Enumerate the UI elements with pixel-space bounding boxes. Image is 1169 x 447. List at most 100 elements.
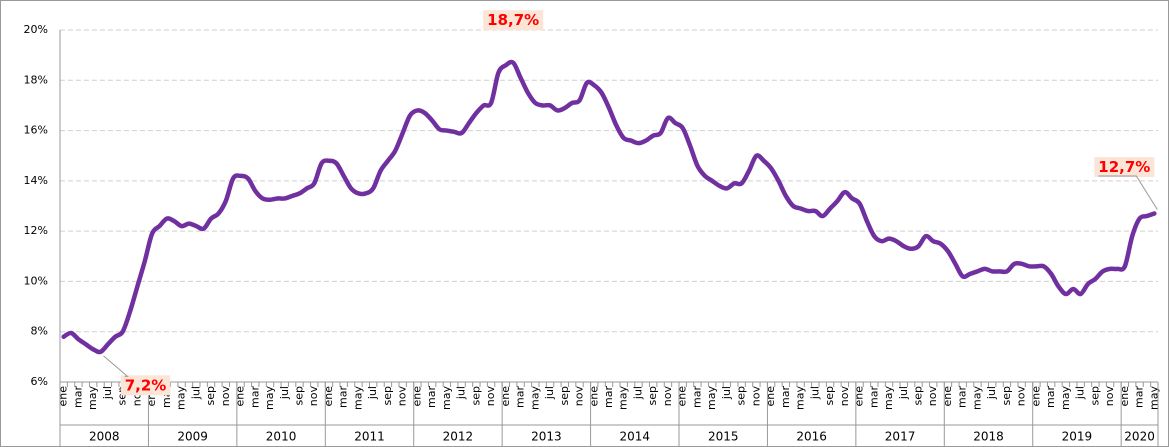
x-tick-label: mar: [71, 386, 84, 408]
x-tick-label: jul: [278, 386, 291, 400]
x-tick-label: jul: [720, 386, 733, 400]
x-tick-label: nov: [307, 386, 320, 407]
x-tick-label: nov: [484, 386, 497, 407]
annotation-box: [483, 10, 544, 31]
y-tick-label: 12%: [24, 224, 48, 237]
x-tick-label: may: [705, 386, 718, 410]
x-tick-label: ene: [941, 386, 954, 407]
x-tick-label: ene: [499, 386, 512, 407]
x-tick-label: jul: [543, 386, 556, 400]
x-tick-label: nov: [219, 386, 232, 407]
x-tick-label: mar: [514, 386, 527, 408]
line: [61, 59, 1157, 355]
y-tick-label: 6%: [31, 375, 48, 388]
x-tick-label: sep: [292, 386, 305, 405]
x-tick-label: jul: [455, 386, 468, 400]
x-tick-label: sep: [469, 386, 482, 405]
value-label: 7,2%: [125, 376, 167, 394]
year-label: 2018: [973, 430, 1004, 444]
x-tick-label: mar: [867, 386, 880, 408]
annotation-box: [120, 375, 171, 396]
year-label: 2017: [885, 430, 916, 444]
x-tick-label: mar: [1133, 386, 1146, 408]
x-tick-label: ene: [676, 386, 689, 407]
x-tick-label: jul: [101, 386, 114, 400]
x-tick-label: sep: [1088, 386, 1101, 405]
year-label: 2011: [354, 430, 385, 444]
y-tick-label: 8%: [31, 325, 48, 338]
x-tick-label: may: [263, 386, 276, 410]
year-label: 2008: [89, 430, 120, 444]
year-label: 2019: [1062, 430, 1093, 444]
x-tick-label: nov: [1103, 386, 1116, 407]
year-label: 2015: [708, 430, 739, 444]
x-tick-label: may: [970, 386, 983, 410]
x-tick-label: nov: [1015, 386, 1028, 407]
x-tick-label: may: [528, 386, 541, 410]
year-label: 2009: [177, 430, 208, 444]
x-tick-label: mar: [248, 386, 261, 408]
x-tick-label: may: [617, 386, 630, 410]
x-tick-label: ene: [410, 386, 423, 407]
year-label: 2016: [796, 430, 827, 444]
x-tick-label: may: [175, 386, 188, 410]
x-tick-label: may: [440, 386, 453, 410]
x-tick-label: sep: [558, 386, 571, 405]
annotation: 18,7%: [483, 10, 544, 31]
x-tick-label: jul: [808, 386, 821, 400]
x-tick-label: may: [882, 386, 895, 410]
x-tick-label: mar: [956, 386, 969, 408]
y-tick-label: 20%: [24, 23, 48, 36]
leader-line: [103, 355, 129, 377]
y-tick-label: 10%: [24, 274, 48, 287]
x-tick-label: sep: [381, 386, 394, 405]
x-tick-label: jul: [366, 386, 379, 400]
x-tick-label: mar: [337, 386, 350, 408]
y-tick-label: 18%: [24, 73, 48, 86]
year-label: 2013: [531, 430, 562, 444]
year-label: 2012: [443, 430, 474, 444]
y-tick-label: 16%: [24, 124, 48, 137]
x-tick-label: nov: [838, 386, 851, 407]
x-tick-label: jul: [1074, 386, 1087, 400]
annotation: 7,2%: [103, 355, 171, 396]
x-tick-label: sep: [735, 386, 748, 405]
x-tick-label: sep: [1000, 386, 1013, 405]
x-tick-label: ene: [1118, 386, 1131, 407]
x-tick-label: may: [794, 386, 807, 410]
x-tick-label: nov: [661, 386, 674, 407]
year-label: 2020: [1124, 430, 1155, 444]
year-label: 2014: [620, 430, 651, 444]
x-tick-label: ene: [1029, 386, 1042, 407]
x-tick-label: mar: [1044, 386, 1057, 408]
x-tick-label: mar: [690, 386, 703, 408]
x-tick-label: sep: [823, 386, 836, 405]
x-tick-label: nov: [749, 386, 762, 407]
x-tick-label: nov: [926, 386, 939, 407]
value-label: 12,7%: [1098, 158, 1150, 176]
leader-line: [1098, 175, 1158, 210]
x-tick-label: mar: [779, 386, 792, 408]
x-tick-label: sep: [912, 386, 925, 405]
x-tick-label: nov: [396, 386, 409, 407]
y-tick-label: 14%: [24, 174, 48, 187]
x-tick-label: jul: [189, 386, 202, 400]
x-tick-label: ene: [57, 386, 70, 407]
x-tick-label: nov: [573, 386, 586, 407]
x-tick-label: may: [351, 386, 364, 410]
x-tick-label: jul: [985, 386, 998, 400]
year-label: 2010: [266, 430, 297, 444]
x-tick-label: sep: [646, 386, 659, 405]
annotation-box: [1094, 157, 1155, 178]
x-tick-label: jul: [631, 386, 644, 400]
x-tick-label: may: [1147, 386, 1160, 410]
x-tick-label: ene: [853, 386, 866, 407]
x-tick-label: ene: [764, 386, 777, 407]
annotation: 12,7%: [1094, 157, 1158, 210]
x-tick-label: mar: [602, 386, 615, 408]
x-tick-label: may: [86, 386, 99, 410]
x-tick-label: jul: [897, 386, 910, 400]
x-tick-label: ene: [234, 386, 247, 407]
x-tick-label: ene: [587, 386, 600, 407]
